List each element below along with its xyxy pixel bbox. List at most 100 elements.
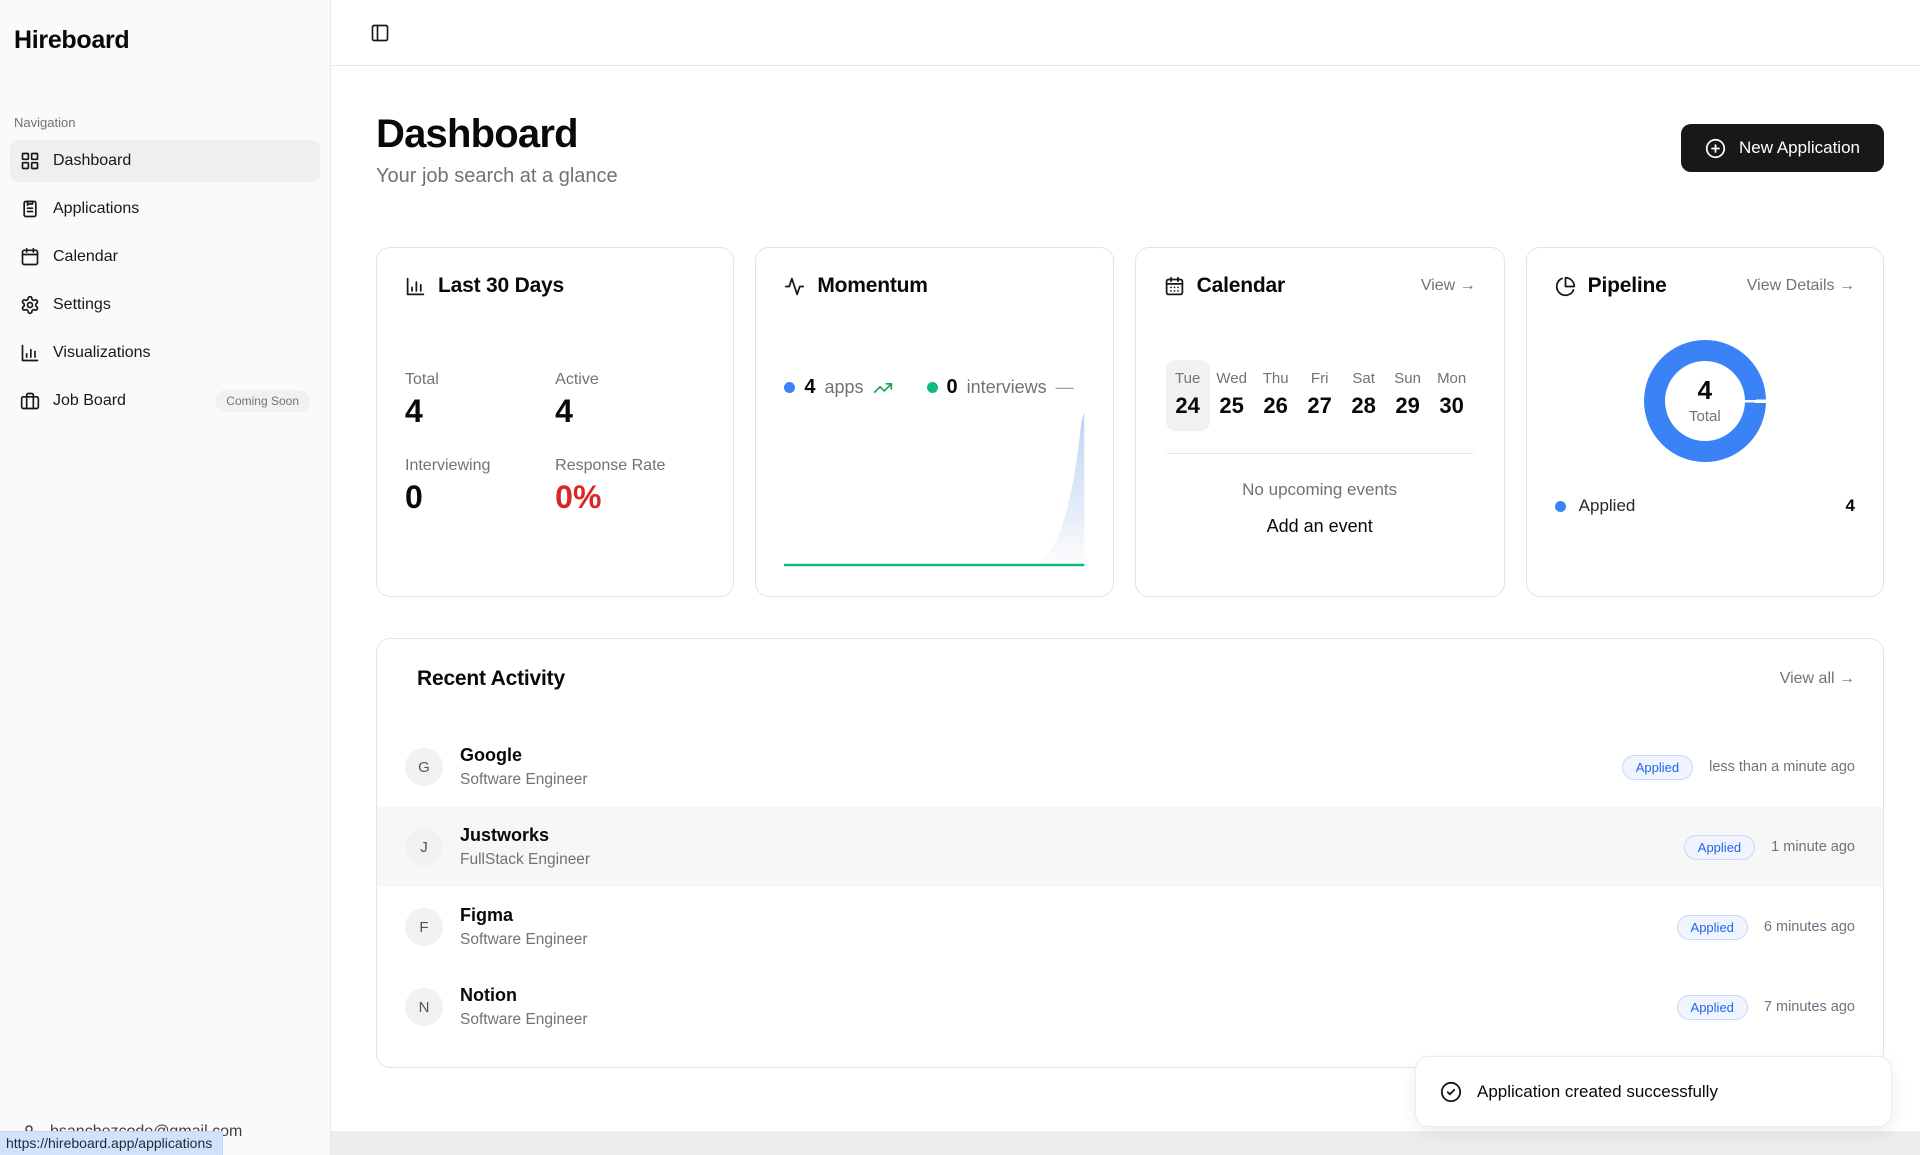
app-title: Hireboard: [14, 26, 130, 54]
plus-circle-icon: [1705, 138, 1726, 159]
company-name: Notion: [460, 985, 517, 1005]
toast-message: Application created successfully: [1477, 1081, 1718, 1101]
timestamp: less than a minute ago: [1709, 759, 1855, 775]
add-event-link[interactable]: Add an event: [1266, 516, 1373, 536]
browser-status-url: https://hireboard.app/applications: [0, 1131, 224, 1155]
calendar-view-link[interactable]: View →: [1420, 277, 1476, 294]
role-name: Software Engineer: [460, 771, 588, 788]
card-title: Last 30 Days: [438, 274, 565, 297]
new-application-button[interactable]: New Application: [1681, 124, 1884, 172]
topbar: [331, 0, 1920, 66]
check-circle-icon: [1440, 1081, 1462, 1103]
sidebar-item-job-board[interactable]: Job Board Coming Soon: [10, 380, 320, 422]
toast-notification[interactable]: Application created successfully: [1415, 1056, 1892, 1127]
no-events-text: No upcoming events: [1242, 480, 1398, 499]
sidebar-item-settings[interactable]: Settings: [10, 284, 320, 326]
window-bottom-band: [331, 1131, 1920, 1155]
activity-row-google[interactable]: G Google Software Engineer Applied less …: [377, 727, 1883, 807]
pie-chart-icon: [1555, 276, 1576, 297]
sidebar-item-label: Applications: [53, 200, 140, 217]
company-name: Google: [460, 745, 522, 765]
card-title: Calendar: [1196, 274, 1285, 297]
day-cell[interactable]: Wed 25: [1216, 370, 1247, 418]
day-cell[interactable]: Sat 28: [1351, 370, 1376, 418]
status-badge: Applied: [1621, 754, 1694, 780]
legend-apps: 4 apps: [784, 376, 892, 399]
activity-row-figma[interactable]: F Figma Software Engineer Applied 6 minu…: [377, 887, 1883, 967]
role-name: Software Engineer: [460, 931, 588, 948]
sidebar: Hireboard Navigation Dashboard Applicati…: [0, 0, 331, 1155]
arrow-right-icon: →: [1459, 277, 1476, 294]
status-badge: Applied: [1676, 914, 1748, 940]
card-title: Pipeline: [1587, 274, 1667, 297]
avatar: F: [405, 908, 443, 946]
pipeline-card: Pipeline View Details → 4 Total Applied …: [1525, 247, 1884, 597]
flat-trend-icon: —: [1055, 377, 1074, 397]
avatar: G: [405, 748, 443, 786]
card-title: Recent Activity: [417, 667, 565, 690]
sidebar-item-label: Settings: [53, 296, 111, 313]
sidebar-item-label: Dashboard: [53, 152, 132, 169]
last-30-days-card: Last 30 Days Total 4 Active 4 Interviewi…: [376, 247, 735, 597]
sidebar-item-dashboard[interactable]: Dashboard: [10, 140, 320, 182]
page-subtitle: Your job search at a glance: [376, 165, 618, 187]
pipeline-legend-row: Applied 4: [1554, 496, 1855, 516]
day-cell[interactable]: Fri 27: [1307, 370, 1332, 418]
legend-interviews: 0 interviews —: [926, 376, 1074, 399]
role-name: FullStack Engineer: [460, 851, 591, 868]
activity-row-notion[interactable]: N Notion Software Engineer Applied 7 min…: [377, 967, 1883, 1047]
view-all-link[interactable]: View all →: [1779, 670, 1855, 687]
status-badge: Applied: [1683, 834, 1756, 860]
company-name: Figma: [460, 905, 514, 925]
activity-pulse-icon: [784, 276, 805, 297]
stat-interviewing: Interviewing 0: [405, 457, 491, 515]
new-application-label: New Application: [1739, 138, 1860, 157]
sidebar-toggle-icon[interactable]: [365, 18, 395, 48]
timestamp: 1 minute ago: [1771, 839, 1855, 855]
activity-row-justworks[interactable]: J Justworks FullStack Engineer Applied 1…: [377, 807, 1883, 887]
blue-dot-icon: [1554, 500, 1566, 512]
green-dot-icon: [926, 382, 938, 393]
trending-up-icon: [873, 378, 893, 398]
day-cell[interactable]: Sun 29: [1394, 370, 1421, 418]
stat-response-rate: Response Rate 0%: [555, 457, 666, 515]
divider: [1165, 453, 1474, 454]
day-cell[interactable]: Thu 26: [1262, 370, 1289, 418]
sidebar-item-label: Calendar: [53, 248, 118, 265]
day-cell[interactable]: Mon 30: [1437, 370, 1467, 418]
arrow-right-icon: →: [1839, 277, 1855, 294]
donut-total-label: Total: [1688, 408, 1721, 425]
sidebar-item-applications[interactable]: Applications: [10, 188, 320, 230]
momentum-area-chart: [784, 404, 1086, 574]
main-content: Dashboard Your job search at a glance Ne…: [331, 66, 1920, 1155]
sidebar-item-label: Visualizations: [53, 344, 151, 361]
arrow-right-icon: →: [1839, 670, 1855, 687]
clipboard-icon: [20, 199, 40, 219]
stat-active: Active 4: [555, 371, 599, 429]
stat-total: Total 4: [405, 371, 439, 429]
blue-dot-icon: [784, 382, 796, 393]
calendar-icon: [1164, 276, 1185, 297]
pipeline-donut-chart: 4 Total: [1643, 340, 1766, 462]
sidebar-item-visualizations[interactable]: Visualizations: [10, 332, 320, 374]
day-cell-selected[interactable]: Tue 24: [1165, 360, 1210, 431]
calendar-icon: [20, 247, 40, 267]
column-chart-icon: [405, 276, 426, 297]
page-title: Dashboard: [376, 112, 579, 156]
pipeline-view-details-link[interactable]: View Details →: [1746, 277, 1855, 294]
avatar: J: [405, 828, 443, 866]
momentum-card: Momentum 4 apps 0 interviews —: [755, 247, 1114, 597]
sidebar-item-calendar[interactable]: Calendar: [10, 236, 320, 278]
recent-activity-card: Recent Activity View all → G Google Soft…: [376, 638, 1884, 1068]
calendar-card: Calendar View → Tue 24 Wed 25 Thu 26: [1134, 247, 1505, 597]
nav-section-label: Navigation: [14, 115, 76, 130]
card-title: Momentum: [817, 274, 928, 297]
company-name: Justworks: [460, 825, 550, 845]
coming-soon-badge: Coming Soon: [215, 390, 310, 412]
avatar: N: [405, 988, 443, 1026]
briefcase-icon: [20, 391, 40, 411]
timestamp: 7 minutes ago: [1763, 999, 1855, 1015]
sidebar-item-label: Job Board: [53, 392, 126, 409]
week-strip: Tue 24 Wed 25 Thu 26 Fri 27 Sat 28: [1164, 360, 1476, 431]
gear-icon: [20, 295, 40, 315]
